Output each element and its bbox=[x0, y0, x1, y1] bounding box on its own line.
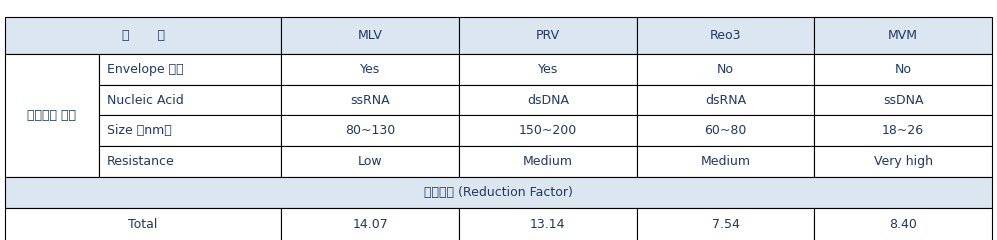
Text: ssRNA: ssRNA bbox=[350, 94, 390, 107]
Text: PRV: PRV bbox=[535, 29, 560, 42]
Bar bbox=[5, 54, 99, 177]
Bar bbox=[815, 85, 992, 115]
Bar bbox=[281, 146, 459, 177]
Bar bbox=[281, 208, 459, 240]
Bar bbox=[637, 115, 815, 146]
Text: Total: Total bbox=[129, 218, 158, 232]
Bar bbox=[637, 146, 815, 177]
Bar bbox=[99, 54, 281, 85]
Text: 150~200: 150~200 bbox=[518, 124, 577, 137]
Bar bbox=[99, 115, 281, 146]
Bar bbox=[99, 85, 281, 115]
Bar bbox=[637, 85, 815, 115]
Text: 8.40: 8.40 bbox=[889, 218, 917, 232]
Text: No: No bbox=[894, 63, 911, 76]
Text: 감소인수 (Reduction Factor): 감소인수 (Reduction Factor) bbox=[424, 186, 573, 199]
Text: 7.54: 7.54 bbox=[712, 218, 740, 232]
Bar bbox=[815, 17, 992, 54]
Text: Medium: Medium bbox=[522, 155, 573, 168]
Text: Yes: Yes bbox=[360, 63, 380, 76]
Text: dsRNA: dsRNA bbox=[705, 94, 746, 107]
Bar bbox=[637, 17, 815, 54]
Bar bbox=[815, 146, 992, 177]
Text: Size （nm）: Size （nm） bbox=[107, 124, 171, 137]
Bar bbox=[815, 208, 992, 240]
Text: Yes: Yes bbox=[537, 63, 558, 76]
Text: Very high: Very high bbox=[873, 155, 932, 168]
Text: 13.14: 13.14 bbox=[530, 218, 565, 232]
Text: dsDNA: dsDNA bbox=[526, 94, 569, 107]
Bar bbox=[281, 115, 459, 146]
Bar bbox=[459, 146, 637, 177]
Bar bbox=[459, 54, 637, 85]
Text: 바이러스 특징: 바이러스 특징 bbox=[27, 109, 77, 122]
Bar bbox=[281, 85, 459, 115]
Text: No: No bbox=[717, 63, 734, 76]
Bar bbox=[459, 17, 637, 54]
Text: Envelope 유무: Envelope 유무 bbox=[107, 63, 183, 76]
Text: 14.07: 14.07 bbox=[352, 218, 388, 232]
Bar bbox=[637, 208, 815, 240]
Bar bbox=[815, 54, 992, 85]
Text: MLV: MLV bbox=[358, 29, 383, 42]
Bar bbox=[637, 54, 815, 85]
Text: Low: Low bbox=[358, 155, 383, 168]
Text: Resistance: Resistance bbox=[107, 155, 174, 168]
Text: Reo3: Reo3 bbox=[710, 29, 741, 42]
Bar bbox=[5, 17, 281, 54]
Bar bbox=[459, 208, 637, 240]
Text: Nucleic Acid: Nucleic Acid bbox=[107, 94, 183, 107]
Bar bbox=[815, 115, 992, 146]
Text: 18~26: 18~26 bbox=[882, 124, 924, 137]
Bar bbox=[5, 208, 281, 240]
Bar bbox=[99, 146, 281, 177]
Text: 구       분: 구 분 bbox=[122, 29, 165, 42]
Text: 80~130: 80~130 bbox=[345, 124, 396, 137]
Text: MVM: MVM bbox=[888, 29, 918, 42]
Bar bbox=[459, 115, 637, 146]
Bar bbox=[5, 177, 992, 208]
Text: 60~80: 60~80 bbox=[704, 124, 747, 137]
Text: ssDNA: ssDNA bbox=[883, 94, 923, 107]
Bar bbox=[281, 54, 459, 85]
Bar bbox=[281, 17, 459, 54]
Text: Medium: Medium bbox=[701, 155, 751, 168]
Bar bbox=[459, 85, 637, 115]
